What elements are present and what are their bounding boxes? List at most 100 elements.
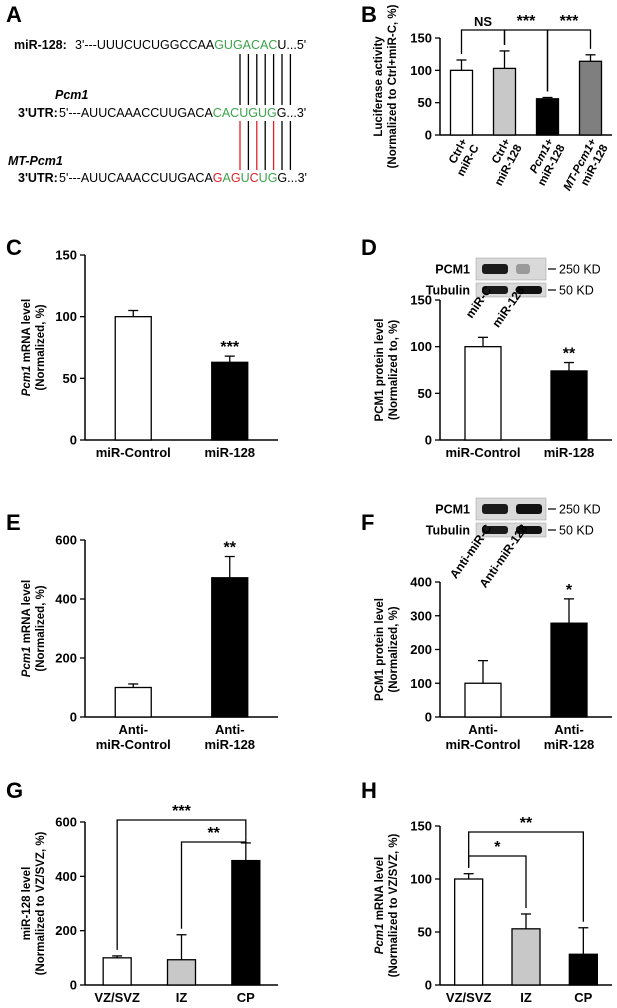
chart-h-category-label: CP: [574, 990, 592, 1005]
pcm1-utr-sequence: 5'---AUUCAAACCUUGACACACUGUGG...3': [59, 106, 306, 120]
chart-d-category-line: miR-Control: [445, 445, 520, 460]
blot-f-marker-label: 50 KD: [559, 524, 594, 538]
chart-g-y-tick-label: 0: [70, 978, 77, 993]
chart-b-y-tick-label: 0: [425, 128, 432, 143]
chart-b-bracket-label: ***: [517, 13, 536, 30]
chart-c-bar: [114, 316, 152, 441]
mt-pcm1-utr-label: 3'UTR:: [18, 171, 58, 185]
chart-h-bar: [568, 953, 598, 986]
chart-h-category-line: CP: [574, 990, 592, 1005]
chart-e-y-label-line: (Normalized, %): [35, 585, 47, 671]
chart-g-category-label: IZ: [176, 990, 188, 1005]
panel-letter-c: C: [6, 235, 22, 260]
chart-d-category-label: miR-128: [544, 445, 595, 460]
chart-c-bar: [211, 361, 249, 441]
chart-f-category-line: Anti-: [554, 722, 584, 737]
chart-e-category-line: Anti-: [118, 722, 148, 737]
chart-h-bracket-label: **: [520, 815, 533, 832]
panel-letter-f: F: [361, 510, 374, 535]
chart-b-bar: [535, 98, 560, 136]
chart-h: 0 50 100 150 Pcm1 mRNA level (Normalized to V…: [374, 815, 612, 1005]
chart-b-bar: [449, 69, 474, 136]
chart-h-bar: [454, 878, 484, 986]
panel-letter-a: A: [6, 2, 22, 27]
chart-c-y-tick-label: 150: [55, 248, 77, 263]
chart-f-bar: [464, 682, 502, 718]
chart-c-y-tick-label: 50: [63, 371, 77, 386]
chart-g-y-tick-label: 200: [55, 923, 77, 938]
chart-f-category-label: Anti-miR-Control: [445, 722, 520, 752]
chart-e-category-line: miR-Control: [96, 737, 171, 752]
chart-h-bracket: [468, 831, 584, 922]
blot-d-band: [482, 286, 508, 294]
blot-f-marker-label: 250 KD: [559, 503, 601, 517]
chart-g: 0 200 400 600 miR-128 level (Normalized to VZ…: [21, 803, 278, 1005]
chart-g-bar: [166, 959, 197, 986]
chart-h-y-label-line: Pcm1 mRNA level: [374, 857, 386, 954]
chart-g-category-line: VZ/SVZ: [94, 990, 140, 1005]
pcm1-utr-label: 3'UTR:: [18, 106, 58, 120]
chart-e-y-tick-label: 400: [55, 592, 77, 607]
chart-b-category-label: Ctrl+miR-128: [482, 136, 525, 188]
chart-h-y-label: Pcm1 mRNA level (Normalized to VZ/SVZ, %): [374, 833, 400, 977]
chart-b-y-tick-label: 150: [410, 31, 432, 46]
chart-c-y-tick-label: 100: [55, 309, 77, 324]
chart-c-y-label-line: (Normalized, %): [35, 304, 47, 390]
chart-g-y-label: miR-128 level (Normalized to VZ/SVZ, %): [21, 831, 47, 975]
blot-f-band: [516, 504, 542, 514]
chart-b-category-label: Ctrl+miR-C: [444, 137, 482, 179]
base-pair-lines: [239, 54, 292, 170]
chart-f-y-label-line: (Normalized, %): [388, 606, 400, 692]
chart-e-y-label: Pcm1 mRNA level (Normalized, %): [21, 580, 47, 677]
chart-f-y-tick-label: 300: [410, 608, 432, 623]
chart-e-bar: [211, 577, 249, 718]
chart-f-category-line: miR-128: [544, 737, 595, 752]
chart-b-bar: [492, 67, 517, 136]
chart-g-bar: [102, 957, 132, 986]
mir-128-seq-segment: 3'---UUUCUCUGGCCAA: [75, 38, 215, 52]
chart-f-y-label: PCM1 protein level (Normalized, %): [374, 598, 400, 701]
chart-b: 0 50 100 150 Luciferase activity (Normalized …: [373, 4, 612, 193]
chart-h-category-label: VZ/SVZ: [446, 990, 492, 1005]
chart-c-y-label: Pcm1 mRNA level (Normalized, %): [21, 299, 47, 396]
chart-b-y-tick-label: 100: [410, 63, 432, 78]
chart-g-category-line: CP: [237, 990, 255, 1005]
chart-g-bracket: [116, 819, 247, 950]
chart-e-significance: **: [224, 540, 237, 557]
chart-g-y-label-line: (Normalized to VZ/SVZ, %): [35, 831, 47, 975]
chart-d-y-tick-label: 100: [410, 339, 432, 354]
chart-h-y-tick-label: 50: [418, 925, 432, 940]
chart-b-bracket-label: NS: [474, 14, 492, 29]
chart-h-category-label: IZ: [520, 990, 532, 1005]
chart-g-bracket: [180, 836, 247, 929]
chart-f-category-line: Anti-: [468, 722, 498, 737]
chart-c-y-tick-label: 0: [70, 433, 77, 448]
chart-g-category-label: CP: [237, 990, 255, 1005]
mir-128-seq-segment: U...5': [277, 38, 306, 52]
mt-pcm1-seq-segment: G...3': [277, 171, 306, 185]
panel-letter-e: E: [6, 510, 21, 535]
mt-pcm1-seq-segment: C: [250, 171, 259, 185]
blot-f-row-label: Tubulin: [426, 524, 470, 538]
blot-f-row-label: PCM1: [435, 503, 470, 517]
panel-a-sequence-alignment: miR-128: 3'---UUUCUCUGGCCAAGUGACACU...5'…: [8, 38, 307, 185]
blot-d-marker-label: 250 KD: [559, 263, 601, 277]
chart-g-bracket-label: ***: [172, 803, 191, 820]
chart-f-significance: *: [566, 582, 573, 599]
chart-f-y-tick-label: 400: [410, 575, 432, 590]
blot-d-row-label: Tubulin: [426, 284, 470, 298]
chart-h-y-label-line: (Normalized to VZ/SVZ, %): [388, 833, 400, 977]
chart-c-y-label-line: Pcm1 mRNA level: [21, 299, 33, 396]
chart-b-y-label: Luciferase activity (Normalized to Ctrl+m…: [373, 4, 399, 168]
chart-b-y-label-line: Luciferase activity: [373, 36, 385, 137]
chart-b-y-label-line: (Normalized to Ctrl+miR-C, %): [387, 4, 399, 168]
chart-h-bracket-label: *: [494, 839, 501, 856]
mt-pcm1-title: MT-Pcm1: [8, 154, 63, 168]
chart-h-bar: [511, 928, 541, 986]
chart-d: 0 50 100 150 PCM1 protein level (Normalized t…: [374, 293, 612, 460]
chart-h-category-line: VZ/SVZ: [446, 990, 492, 1005]
blot-d-band: [516, 264, 530, 274]
chart-b-bracket-label: ***: [560, 13, 579, 30]
